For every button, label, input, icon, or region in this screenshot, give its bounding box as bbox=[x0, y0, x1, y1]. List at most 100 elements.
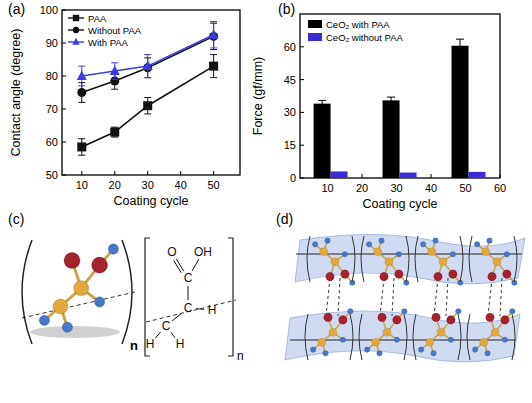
atom-ball bbox=[485, 351, 491, 357]
bar bbox=[314, 104, 331, 178]
atom-ball bbox=[402, 308, 408, 314]
error-cap bbox=[210, 47, 217, 48]
x-tick-label: 10 bbox=[76, 179, 88, 191]
paren bbox=[22, 240, 32, 344]
x-tick-label: 40 bbox=[175, 179, 187, 191]
atom-ball bbox=[53, 299, 68, 314]
paren bbox=[350, 314, 353, 360]
marker-triangle bbox=[143, 61, 153, 71]
paren bbox=[361, 236, 364, 282]
error-cap bbox=[144, 77, 151, 78]
hbond-dash bbox=[326, 278, 330, 316]
bar bbox=[383, 100, 400, 178]
y-tick bbox=[300, 46, 304, 47]
atom-ball bbox=[433, 238, 439, 244]
atom-ball bbox=[503, 270, 512, 279]
atom-ball bbox=[501, 316, 510, 325]
y-tick bbox=[62, 142, 66, 143]
panel-label: (c) bbox=[8, 211, 24, 227]
atom-ball bbox=[94, 297, 104, 307]
y-axis-label: Force (gf/mm) bbox=[251, 57, 265, 135]
plot-area bbox=[314, 39, 486, 178]
atom-ball bbox=[92, 257, 108, 273]
bracket bbox=[228, 238, 233, 356]
atom-ball bbox=[480, 338, 488, 346]
atom-ball bbox=[320, 248, 328, 256]
atom-ball bbox=[339, 316, 348, 325]
legend-label: CeO₂ with PAA bbox=[326, 19, 390, 30]
x-tick bbox=[147, 171, 148, 175]
atom-ball bbox=[318, 338, 326, 346]
atom-ball bbox=[426, 338, 434, 346]
atom-ball bbox=[488, 272, 497, 281]
monomer-model bbox=[418, 308, 461, 356]
legend-label: With PAA bbox=[88, 37, 129, 48]
atom-ball bbox=[428, 248, 436, 256]
atom-ball bbox=[394, 337, 400, 343]
error-cap bbox=[111, 127, 118, 128]
error-cap bbox=[78, 138, 85, 139]
monomer-model bbox=[312, 238, 355, 286]
error-cap bbox=[144, 113, 151, 114]
monomer-model bbox=[39, 244, 118, 333]
atom-label: H bbox=[176, 337, 185, 351]
bond bbox=[171, 332, 175, 337]
atom-ball bbox=[472, 347, 478, 353]
atom-ball bbox=[366, 242, 372, 248]
error-cap bbox=[210, 21, 217, 22]
atom-label: C bbox=[184, 301, 193, 315]
panel-label: (a) bbox=[8, 1, 25, 17]
atom-ball bbox=[310, 347, 316, 353]
atom-ball bbox=[340, 337, 346, 343]
shadow bbox=[30, 326, 120, 338]
x-tick bbox=[114, 171, 115, 175]
legend-label: CeO₂ without PAA bbox=[326, 32, 404, 43]
error-bar bbox=[456, 39, 464, 52]
atom-ball bbox=[502, 337, 508, 343]
paren bbox=[307, 236, 310, 282]
x-tick bbox=[213, 171, 214, 175]
error-cap bbox=[210, 77, 217, 78]
atom-ball bbox=[486, 313, 495, 322]
error-cap bbox=[210, 49, 217, 50]
atom-ball bbox=[378, 313, 387, 322]
error-stem bbox=[322, 100, 323, 107]
error-bar bbox=[387, 97, 395, 104]
error-bar bbox=[78, 139, 85, 156]
error-cap bbox=[111, 89, 118, 90]
panel-label: (b) bbox=[278, 1, 295, 17]
y-tick bbox=[300, 112, 304, 113]
x-tick-label: 50 bbox=[208, 179, 220, 191]
error-bar bbox=[210, 55, 217, 78]
x-tick-label: 20 bbox=[109, 179, 121, 191]
monomer-model bbox=[364, 308, 407, 356]
marker-square bbox=[110, 128, 119, 137]
error-bar bbox=[111, 127, 118, 137]
atom-ball bbox=[108, 244, 118, 254]
bond bbox=[192, 259, 199, 271]
atom-ball bbox=[325, 238, 331, 244]
atom-ball bbox=[348, 308, 354, 314]
paren bbox=[359, 314, 362, 360]
x-tick-label: 30 bbox=[390, 182, 402, 194]
paren bbox=[415, 236, 418, 282]
x-tick-label: 20 bbox=[356, 182, 368, 194]
error-cap bbox=[78, 85, 85, 86]
bracket bbox=[145, 238, 150, 356]
marker-triangle bbox=[209, 29, 219, 39]
y-tick-label: 90 bbox=[46, 37, 58, 49]
legend-swatch bbox=[308, 33, 322, 41]
atom-ball bbox=[491, 328, 499, 336]
x-tick bbox=[500, 174, 501, 178]
hbond-dash bbox=[392, 278, 394, 316]
atom-ball bbox=[493, 258, 501, 266]
paren bbox=[512, 314, 515, 360]
atom-ball bbox=[474, 242, 480, 248]
atom-label: C bbox=[184, 271, 193, 285]
atom-ball bbox=[323, 351, 329, 357]
atom-ball bbox=[383, 328, 391, 336]
atom-ball bbox=[439, 258, 447, 266]
atom-ball bbox=[39, 315, 49, 325]
x-tick-label: 50 bbox=[459, 182, 471, 194]
x-tick-label: 10 bbox=[321, 182, 333, 194]
